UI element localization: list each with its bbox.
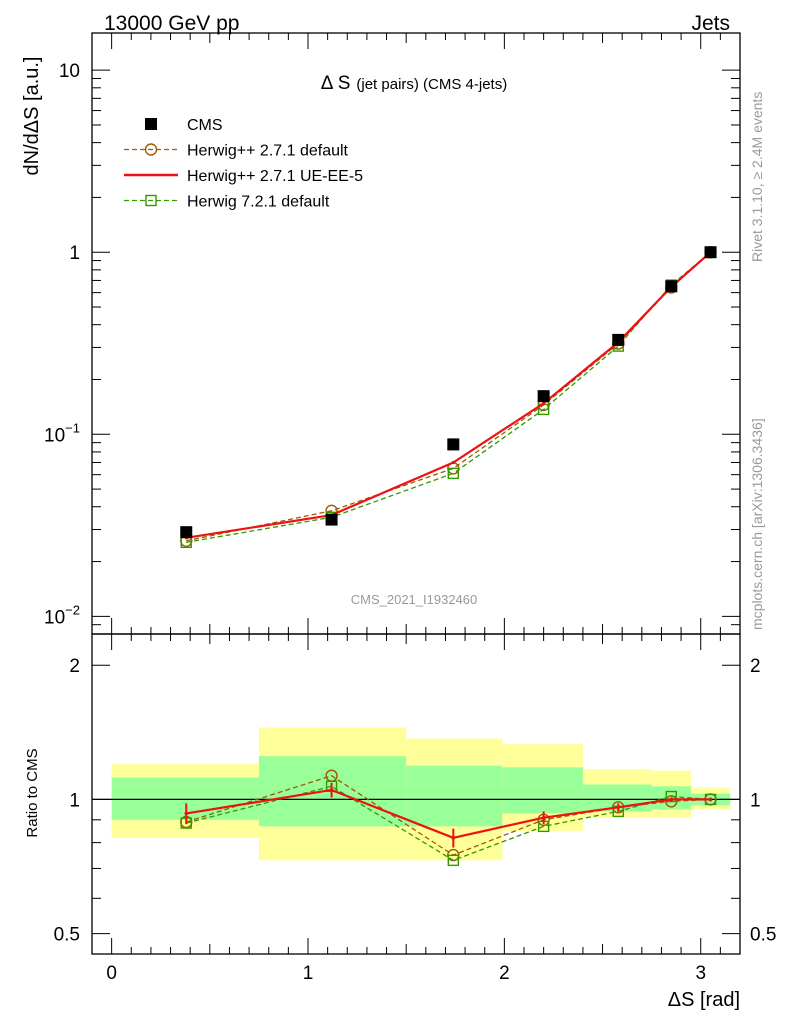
legend: CMS Herwig++ 2.7.1 default Herwig++ 2.7.1 … [124, 117, 363, 211]
legend-entry-cms: CMS [145, 117, 223, 134]
series-line-herwig-7-2-1-default [186, 251, 711, 543]
x-tick-label: 1 [303, 963, 314, 984]
ratio-frame [91, 633, 741, 955]
collision-label: 13000 GeV pp [104, 12, 239, 35]
ratio-y-tick-label-left: 1 [69, 790, 80, 811]
ratio-point-herwig-2-7-1-ue-ee-5 [669, 797, 674, 802]
legend-marker [144, 143, 158, 156]
ratio-point-herwig-7-2-1-default [447, 854, 460, 867]
ratio-y-tick-label-left: 2 [69, 656, 80, 677]
ratio-line-herwig-7-2-1-default [186, 785, 711, 862]
title-sub: (jet pairs) (CMS 4-jets) [356, 76, 507, 93]
y-tick-label-exponent: −1 [65, 420, 80, 435]
legend-label: Herwig++ 2.7.1 UE-EE-5 [187, 168, 363, 185]
ratio-uncertainty-bands [92, 727, 740, 861]
ratio-y-tick-label-right: 0.5 [750, 925, 776, 946]
title-main: Δ S [321, 73, 351, 94]
plot-title: Δ S (jet pairs) (CMS 4-jets) [321, 73, 507, 94]
mcplots-label: mcplots.cern.ch [arXiv:1306.3436] [749, 418, 765, 630]
legend-entry-herwig-2-7-1-default: Herwig++ 2.7.1 default [124, 143, 349, 160]
legend-label: CMS [187, 117, 223, 134]
ratio-point-herwig-2-7-1-ue-ee-5 [541, 815, 546, 820]
legend-marker [145, 194, 157, 207]
rivet-label: Rivet 3.1.10, ≥ 2.4M events [749, 92, 765, 262]
data-point-herwig-2-7-1-ue-ee-5 [451, 460, 455, 465]
series-line-herwig-2-7-1-ue-ee-5 [186, 251, 712, 539]
y-tick-label: 10−1 [44, 420, 80, 446]
y-tick-label-base: 1 [69, 243, 80, 264]
y-tick-label: 10−2 [44, 602, 80, 628]
y-tick-label-base: 10 [44, 425, 65, 446]
data-point-herwig-2-7-1-ue-ee-5 [542, 401, 546, 405]
data-point-cms [447, 438, 460, 451]
y-tick-label-exponent: −2 [65, 602, 80, 617]
main-y-axis-label: dN/dΔS [a.u.] [21, 57, 43, 176]
ratio-panel: 0.5 0.5 1 1 2 2 0 1 2 3 Ratio to CMS ΔS [rad] [24, 633, 776, 1011]
ratio-y-tick-label-left: 0.5 [54, 925, 80, 946]
legend-entry-herwig-7-2-1-default: Herwig 7.2.1 default [124, 194, 330, 211]
data-point-cms [325, 513, 338, 526]
ratio-point-herwig-2-7-1-ue-ee-5 [616, 805, 621, 810]
ratio-axis-ticks: 0.5 0.5 1 1 2 2 0 1 2 3 [54, 634, 776, 984]
y-tick-label-base: 10 [59, 61, 80, 82]
jets-label: Jets [691, 12, 730, 35]
y-tick-label: 10 [59, 61, 80, 82]
ratio-y-tick-label-right: 2 [750, 656, 761, 677]
data-point-cms [537, 390, 550, 403]
analysis-watermark: CMS_2021_I1932460 [351, 592, 478, 607]
legend-label: Herwig 7.2.1 default [187, 194, 330, 211]
ratio-y-tick-label-right: 1 [750, 790, 761, 811]
ratio-y-axis-label: Ratio to CMS [24, 748, 41, 837]
inner-uncertainty-band [502, 767, 583, 814]
y-tick-label-base: 10 [44, 607, 65, 628]
x-tick-label: 3 [695, 963, 706, 984]
x-tick-label: 2 [499, 963, 510, 984]
data-point-cms [180, 526, 193, 539]
data-point-cms [704, 246, 717, 259]
ratio-point-herwig-2-7-1-ue-ee-5 [184, 811, 189, 816]
x-axis-label: ΔS [rad] [668, 989, 740, 1011]
main-series [180, 246, 717, 549]
legend-marker [145, 118, 157, 130]
data-point-herwig-7-2-1-default [447, 467, 460, 480]
series-line-herwig-2-7-1-default [186, 251, 711, 542]
inner-uncertainty-band [406, 765, 503, 827]
data-point-cms [665, 280, 678, 293]
ratio-point-herwig-7-2-1-default [665, 790, 677, 803]
ratio-point-herwig-2-7-1-ue-ee-5 [451, 836, 456, 840]
x-tick-label: 0 [106, 963, 117, 984]
legend-entry-herwig-2-7-1-ue-ee-5: Herwig++ 2.7.1 UE-EE-5 [124, 168, 363, 185]
data-point-cms [612, 333, 625, 346]
legend-label: Herwig++ 2.7.1 default [187, 143, 349, 160]
ratio-point-herwig-2-7-1-ue-ee-5 [708, 797, 713, 802]
y-tick-label: 1 [69, 243, 80, 264]
ratio-point-herwig-2-7-1-ue-ee-5 [329, 788, 334, 792]
ratio-series [180, 769, 717, 867]
